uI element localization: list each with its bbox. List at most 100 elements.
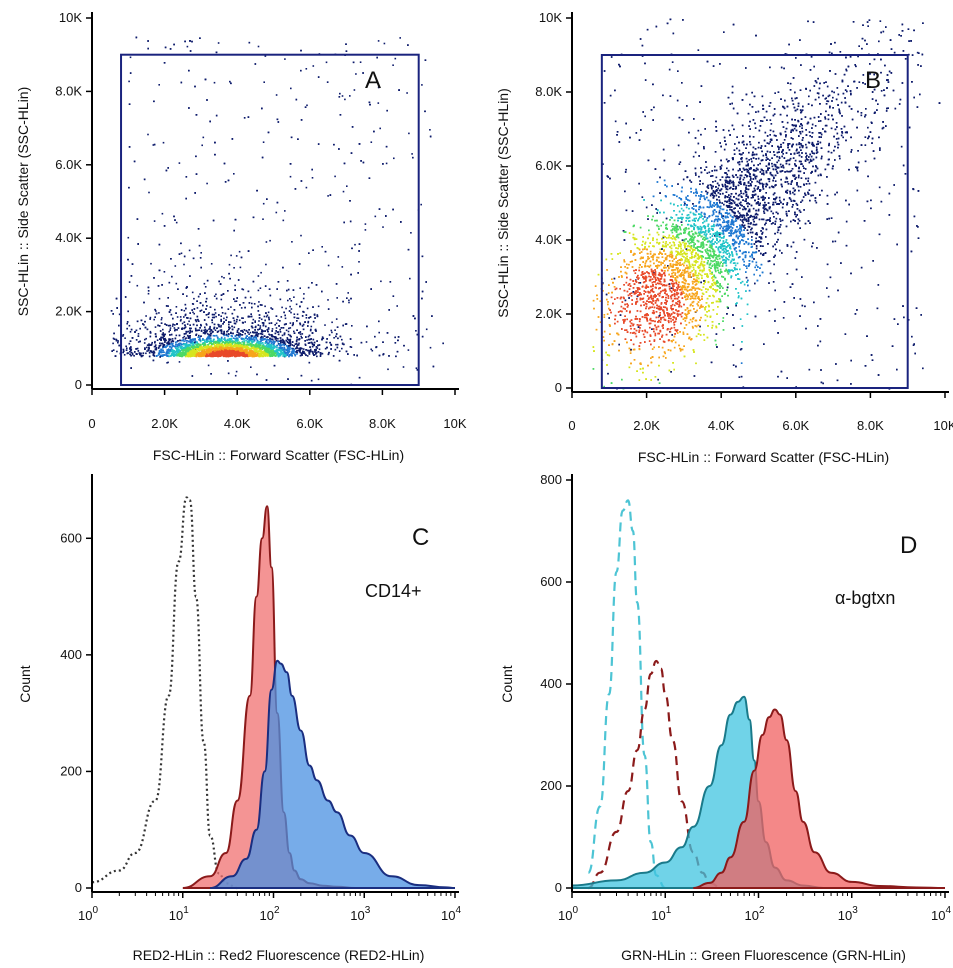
scatter-point — [255, 351, 257, 354]
scatter-point — [190, 342, 192, 345]
scatter-point — [288, 327, 290, 330]
scatter-point — [194, 353, 196, 356]
scatter-point — [319, 353, 322, 356]
scatter-point — [131, 352, 134, 355]
scatter-point — [203, 282, 206, 285]
scatter-point — [195, 155, 197, 158]
scatter-point — [370, 348, 372, 351]
scatter-point — [239, 266, 242, 269]
scatter-point — [238, 332, 240, 334]
scatter-point — [348, 299, 350, 302]
scatter-point — [129, 331, 132, 333]
scatter-point — [272, 351, 275, 353]
scatter-point — [324, 347, 327, 350]
scatter-point — [180, 318, 182, 321]
scatter-point — [153, 345, 156, 348]
scatter-point — [154, 340, 156, 343]
scatter-point — [203, 350, 206, 352]
scatter-point — [200, 335, 202, 337]
scatter-point — [194, 327, 197, 330]
scatter-point — [177, 340, 179, 342]
scatter-point — [211, 348, 214, 350]
scatter-point — [202, 345, 205, 347]
scatter-point — [167, 343, 170, 345]
scatter-point — [204, 292, 206, 294]
scatter-point — [383, 42, 386, 45]
scatter-point — [299, 354, 302, 357]
scatter-point — [269, 294, 272, 297]
scatter-point — [362, 72, 364, 74]
scatter-point — [152, 352, 155, 355]
scatter-point — [182, 351, 184, 353]
scatter-point — [169, 350, 171, 352]
scatter-point — [172, 340, 175, 343]
scatter-point — [281, 334, 284, 337]
scatter-point — [311, 342, 314, 345]
scatter-point — [269, 339, 272, 341]
scatter-point — [300, 335, 302, 338]
scatter-point — [160, 355, 163, 357]
scatter-point — [250, 335, 253, 337]
scatter-point — [230, 306, 232, 308]
scatter-point — [275, 211, 278, 214]
scatter-point — [173, 327, 176, 329]
scatter-point — [302, 348, 305, 350]
scatter-point — [277, 348, 279, 351]
scatter-point — [277, 340, 279, 343]
scatter-point — [241, 355, 244, 357]
scatter-point — [252, 338, 254, 341]
scatter-point — [217, 345, 220, 348]
scatter-point — [284, 210, 286, 212]
scatter-point — [266, 340, 268, 343]
scatter-point — [226, 343, 228, 345]
scatter-point — [307, 325, 309, 327]
scatter-point — [173, 43, 175, 46]
scatter-point — [288, 345, 290, 347]
scatter-point — [161, 342, 163, 345]
scatter-point — [183, 263, 185, 266]
scatter-point — [308, 252, 310, 254]
scatter-point — [177, 327, 180, 329]
scatter-point — [266, 355, 269, 357]
scatter-point — [192, 311, 194, 314]
scatter-point — [235, 320, 238, 323]
scatter-point — [257, 289, 260, 292]
scatter-point — [268, 346, 271, 349]
scatter-point — [271, 341, 273, 344]
scatter-point — [154, 345, 157, 348]
scatter-point — [265, 340, 267, 343]
scatter-point — [200, 252, 202, 254]
scatter-point — [180, 81, 183, 84]
scatter-point — [252, 318, 255, 321]
scatter-point — [274, 324, 276, 326]
scatter-point — [289, 322, 292, 324]
scatter-point — [139, 340, 141, 343]
scatter-point — [279, 337, 282, 339]
scatter-point — [148, 344, 151, 346]
scatter-point — [125, 349, 128, 351]
scatter-point — [179, 320, 182, 322]
scatter-point — [315, 346, 318, 348]
scatter-point — [272, 342, 275, 345]
scatter-point — [280, 341, 282, 344]
scatter-point — [167, 361, 169, 364]
scatter-point — [261, 339, 264, 341]
scatter-point — [409, 277, 411, 280]
scatter-point — [206, 329, 208, 332]
scatter-point — [407, 44, 409, 46]
scatter-point — [284, 317, 287, 320]
scatter-point — [209, 306, 212, 308]
scatter-point — [239, 342, 242, 344]
scatter-point — [276, 118, 279, 121]
scatter-point — [198, 334, 200, 337]
scatter-point — [306, 307, 309, 310]
scatter-point — [205, 355, 207, 357]
scatter-point — [258, 320, 260, 322]
scatter-point — [208, 333, 210, 336]
scatter-point — [394, 342, 397, 344]
scatter-point — [234, 284, 236, 287]
scatter-point — [282, 349, 285, 352]
scatter-point — [174, 354, 177, 357]
scatter-point — [188, 337, 191, 339]
scatter-point — [179, 345, 182, 348]
